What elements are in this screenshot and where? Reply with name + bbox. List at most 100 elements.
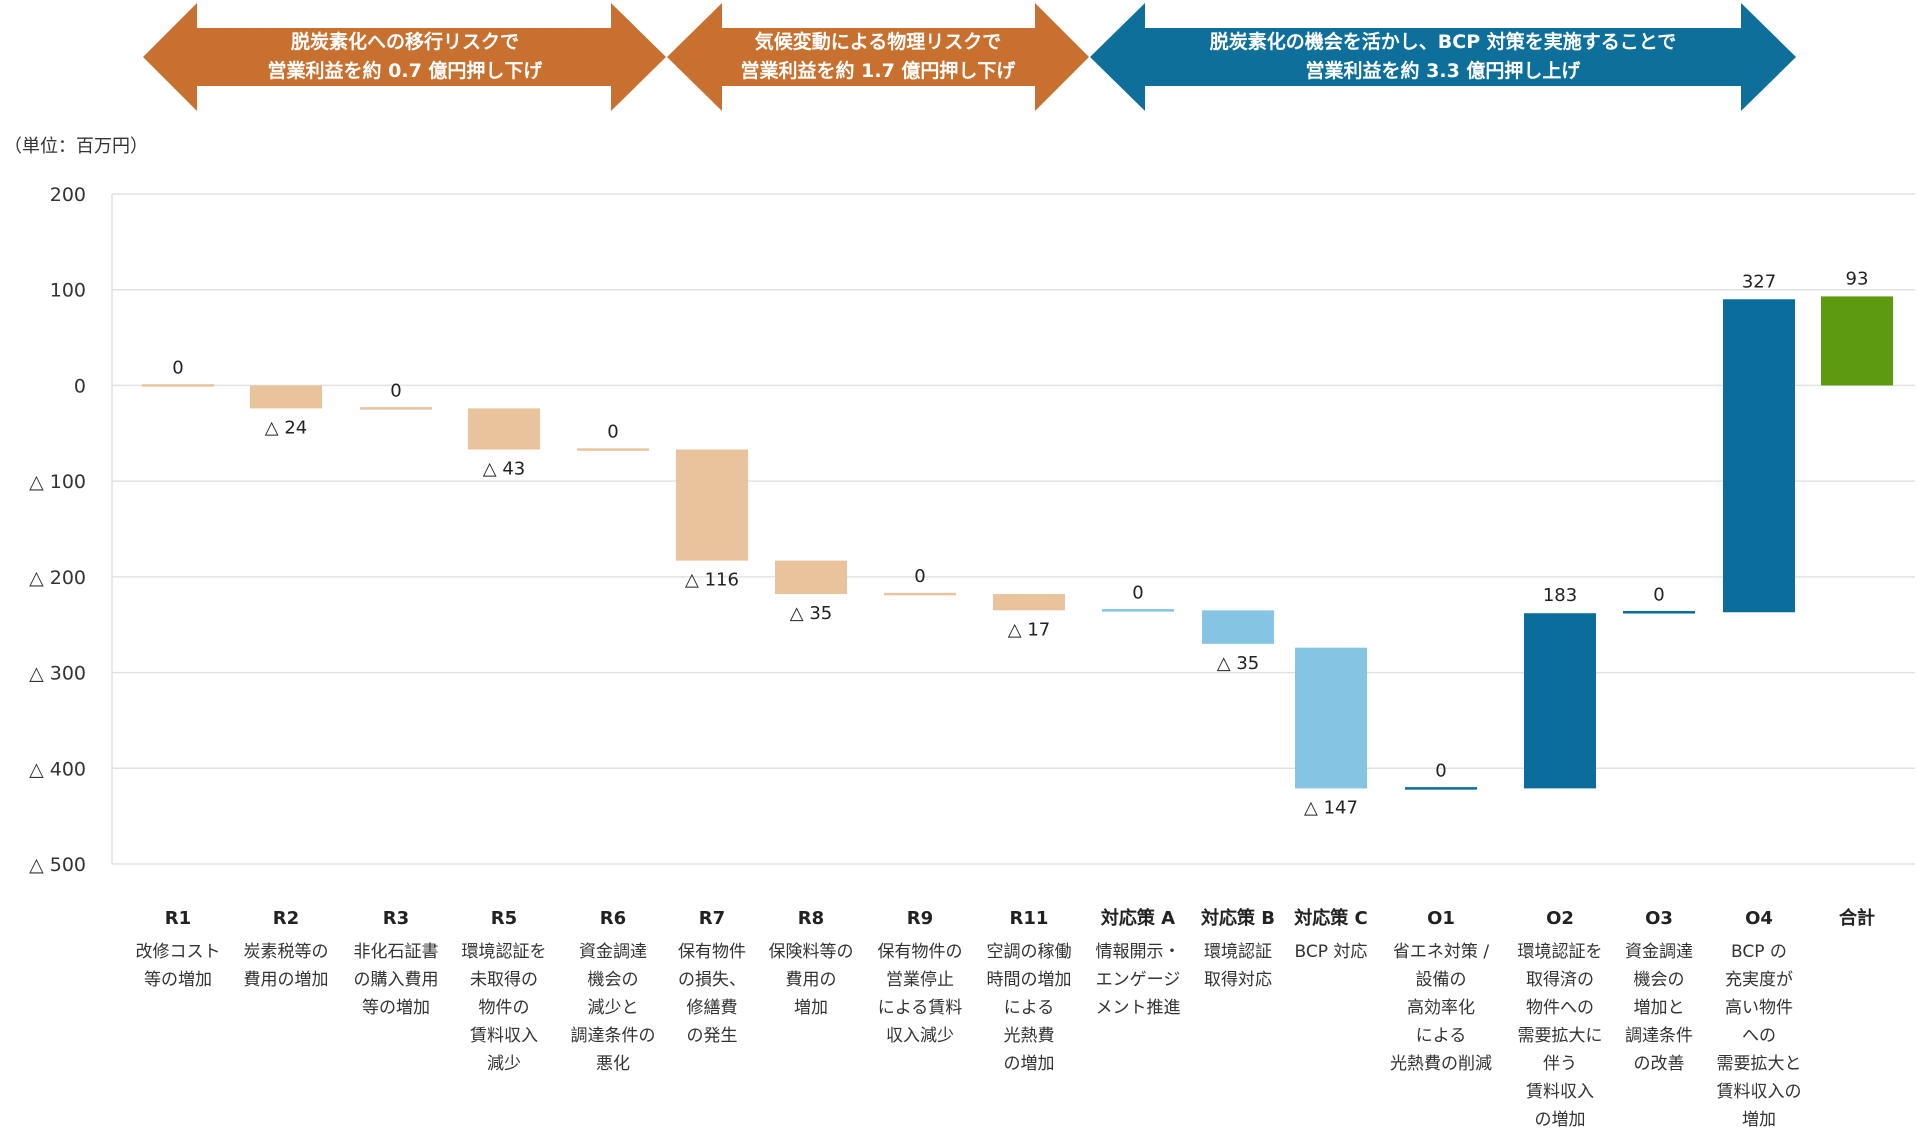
- category-description: による: [1416, 1026, 1467, 1046]
- category-description: 保険料等の: [769, 942, 854, 962]
- category-description: 保有物件: [678, 942, 746, 962]
- category-code: 対応策 B: [1200, 907, 1275, 929]
- value-label: 0: [607, 422, 618, 443]
- category-description: 環境認証を: [1518, 942, 1603, 962]
- category-description: 時間の増加: [987, 970, 1072, 990]
- y-tick-label: △ 100: [29, 471, 86, 493]
- value-label: △ 17: [1008, 619, 1050, 640]
- category-code: O1: [1427, 908, 1455, 929]
- bar-合計: [1821, 296, 1893, 386]
- banner-transition-risk-line1: 脱炭素化への移行リスクで: [291, 30, 519, 53]
- value-label: 0: [172, 357, 183, 378]
- bar-R8: [775, 560, 847, 595]
- category-description: による: [1004, 998, 1055, 1018]
- bar-R6: [577, 448, 649, 451]
- y-tick-label: 100: [50, 280, 86, 302]
- bar-O2: [1524, 613, 1596, 789]
- category-description: 資金調達: [579, 942, 647, 962]
- banner-transition-risk-line2: 営業利益を約 0.7 億円押し下げ: [268, 59, 544, 82]
- value-label: 0: [1653, 584, 1664, 605]
- banner-group: 脱炭素化への移行リスクで 営業利益を約 0.7 億円押し下げ 気候変動による物理…: [143, 3, 1796, 111]
- category-description: 保有物件の: [878, 942, 963, 962]
- grid-lines: [111, 193, 1915, 865]
- category-description: の改善: [1634, 1054, 1685, 1074]
- value-label: 93: [1846, 268, 1869, 289]
- banner-physical-risk-arrow: [667, 3, 1089, 111]
- category-description: 増加と: [1634, 998, 1685, 1018]
- category-description: メント推進: [1096, 998, 1181, 1018]
- category-description: の増加: [1535, 1110, 1586, 1130]
- value-label: 183: [1543, 585, 1577, 606]
- category-description: 光熱費の削減: [1390, 1054, 1492, 1074]
- value-label: △ 35: [1217, 653, 1259, 674]
- bar-O1: [1405, 787, 1477, 790]
- banner-opportunity-line1: 脱炭素化の機会を活かし、BCP 対策を実施することで: [1210, 30, 1676, 53]
- category-description: 高効率化: [1407, 998, 1475, 1018]
- category-description: 賃料収入: [1526, 1082, 1594, 1102]
- y-tick-label: 200: [50, 184, 86, 206]
- banner-transition-risk-arrow: [143, 3, 666, 111]
- category-code: R9: [907, 908, 933, 929]
- y-tick-label: △ 500: [29, 854, 86, 876]
- category-description: BCP の: [1731, 942, 1787, 962]
- banner-opportunity-line2: 営業利益を約 3.3 億円押し上げ: [1306, 59, 1582, 82]
- value-label: 0: [1435, 760, 1446, 781]
- category-description: 機会の: [588, 970, 639, 990]
- value-label: △ 35: [790, 603, 832, 624]
- category-description: の損失、: [678, 970, 746, 990]
- category-description: 費用の増加: [244, 970, 329, 990]
- category-description: 設備の: [1416, 970, 1467, 990]
- category-description: 悪化: [596, 1054, 630, 1074]
- category-description: 営業停止: [886, 970, 954, 990]
- banner-physical-risk-line1: 気候変動による物理リスクで: [755, 30, 1001, 53]
- y-tick-label: △ 400: [29, 758, 86, 780]
- category-code: O2: [1546, 908, 1574, 929]
- unit-label: （単位：百万円）: [4, 136, 148, 157]
- category-description: 調達条件: [1625, 1026, 1693, 1046]
- category-code: R8: [798, 908, 824, 929]
- value-label: △ 43: [483, 459, 525, 480]
- category-description: 非化石証書: [354, 942, 439, 962]
- category-code: O3: [1645, 908, 1673, 929]
- category-description: 物件の: [479, 998, 530, 1018]
- y-tick-label: △ 200: [29, 567, 86, 589]
- bar-O3: [1623, 611, 1695, 614]
- x-axis-categories: R1改修コスト等の増加R2炭素税等の費用の増加R3非化石証書の購入費用等の増加R…: [136, 907, 1876, 1130]
- category-description: 環境認証を: [462, 942, 547, 962]
- category-description: 費用の: [786, 970, 837, 990]
- category-description: 伴う: [1543, 1054, 1577, 1074]
- y-tick-label: 0: [74, 375, 86, 397]
- bar-R5: [468, 408, 540, 450]
- category-code: R1: [165, 908, 191, 929]
- bar-R7: [676, 449, 748, 561]
- category-description: 取得済の: [1526, 970, 1594, 990]
- value-label: 0: [914, 566, 925, 587]
- bars: [142, 296, 1893, 790]
- category-code: 対応策 A: [1100, 907, 1175, 929]
- category-description: 空調の稼働: [987, 942, 1072, 962]
- value-label: △ 116: [685, 570, 739, 591]
- category-description: 高い物件: [1725, 998, 1793, 1018]
- category-description: 需要拡大に: [1518, 1026, 1603, 1046]
- value-label: △ 24: [265, 417, 307, 438]
- category-code: R6: [600, 908, 626, 929]
- category-description: 増加: [794, 998, 828, 1018]
- category-code: R11: [1010, 908, 1049, 929]
- category-code: 合計: [1839, 907, 1875, 929]
- category-code: R5: [491, 908, 517, 929]
- category-description: 機会の: [1634, 970, 1685, 990]
- category-description: 増加: [1742, 1110, 1776, 1130]
- category-description: 修繕費: [687, 998, 738, 1018]
- category-description: 減少と: [588, 998, 639, 1018]
- category-code: O4: [1745, 908, 1773, 929]
- banner-physical-risk-line2: 営業利益を約 1.7 億円押し下げ: [741, 59, 1017, 82]
- category-description: 等の増加: [362, 998, 430, 1018]
- bar-O4: [1723, 299, 1795, 613]
- bar-対応策-C: [1295, 647, 1367, 789]
- y-tick-label: △ 300: [29, 663, 86, 685]
- category-description: の発生: [687, 1026, 738, 1046]
- bar-R2: [250, 385, 322, 409]
- category-description: 炭素税等の: [244, 942, 329, 962]
- category-description: 光熱費: [1004, 1026, 1055, 1046]
